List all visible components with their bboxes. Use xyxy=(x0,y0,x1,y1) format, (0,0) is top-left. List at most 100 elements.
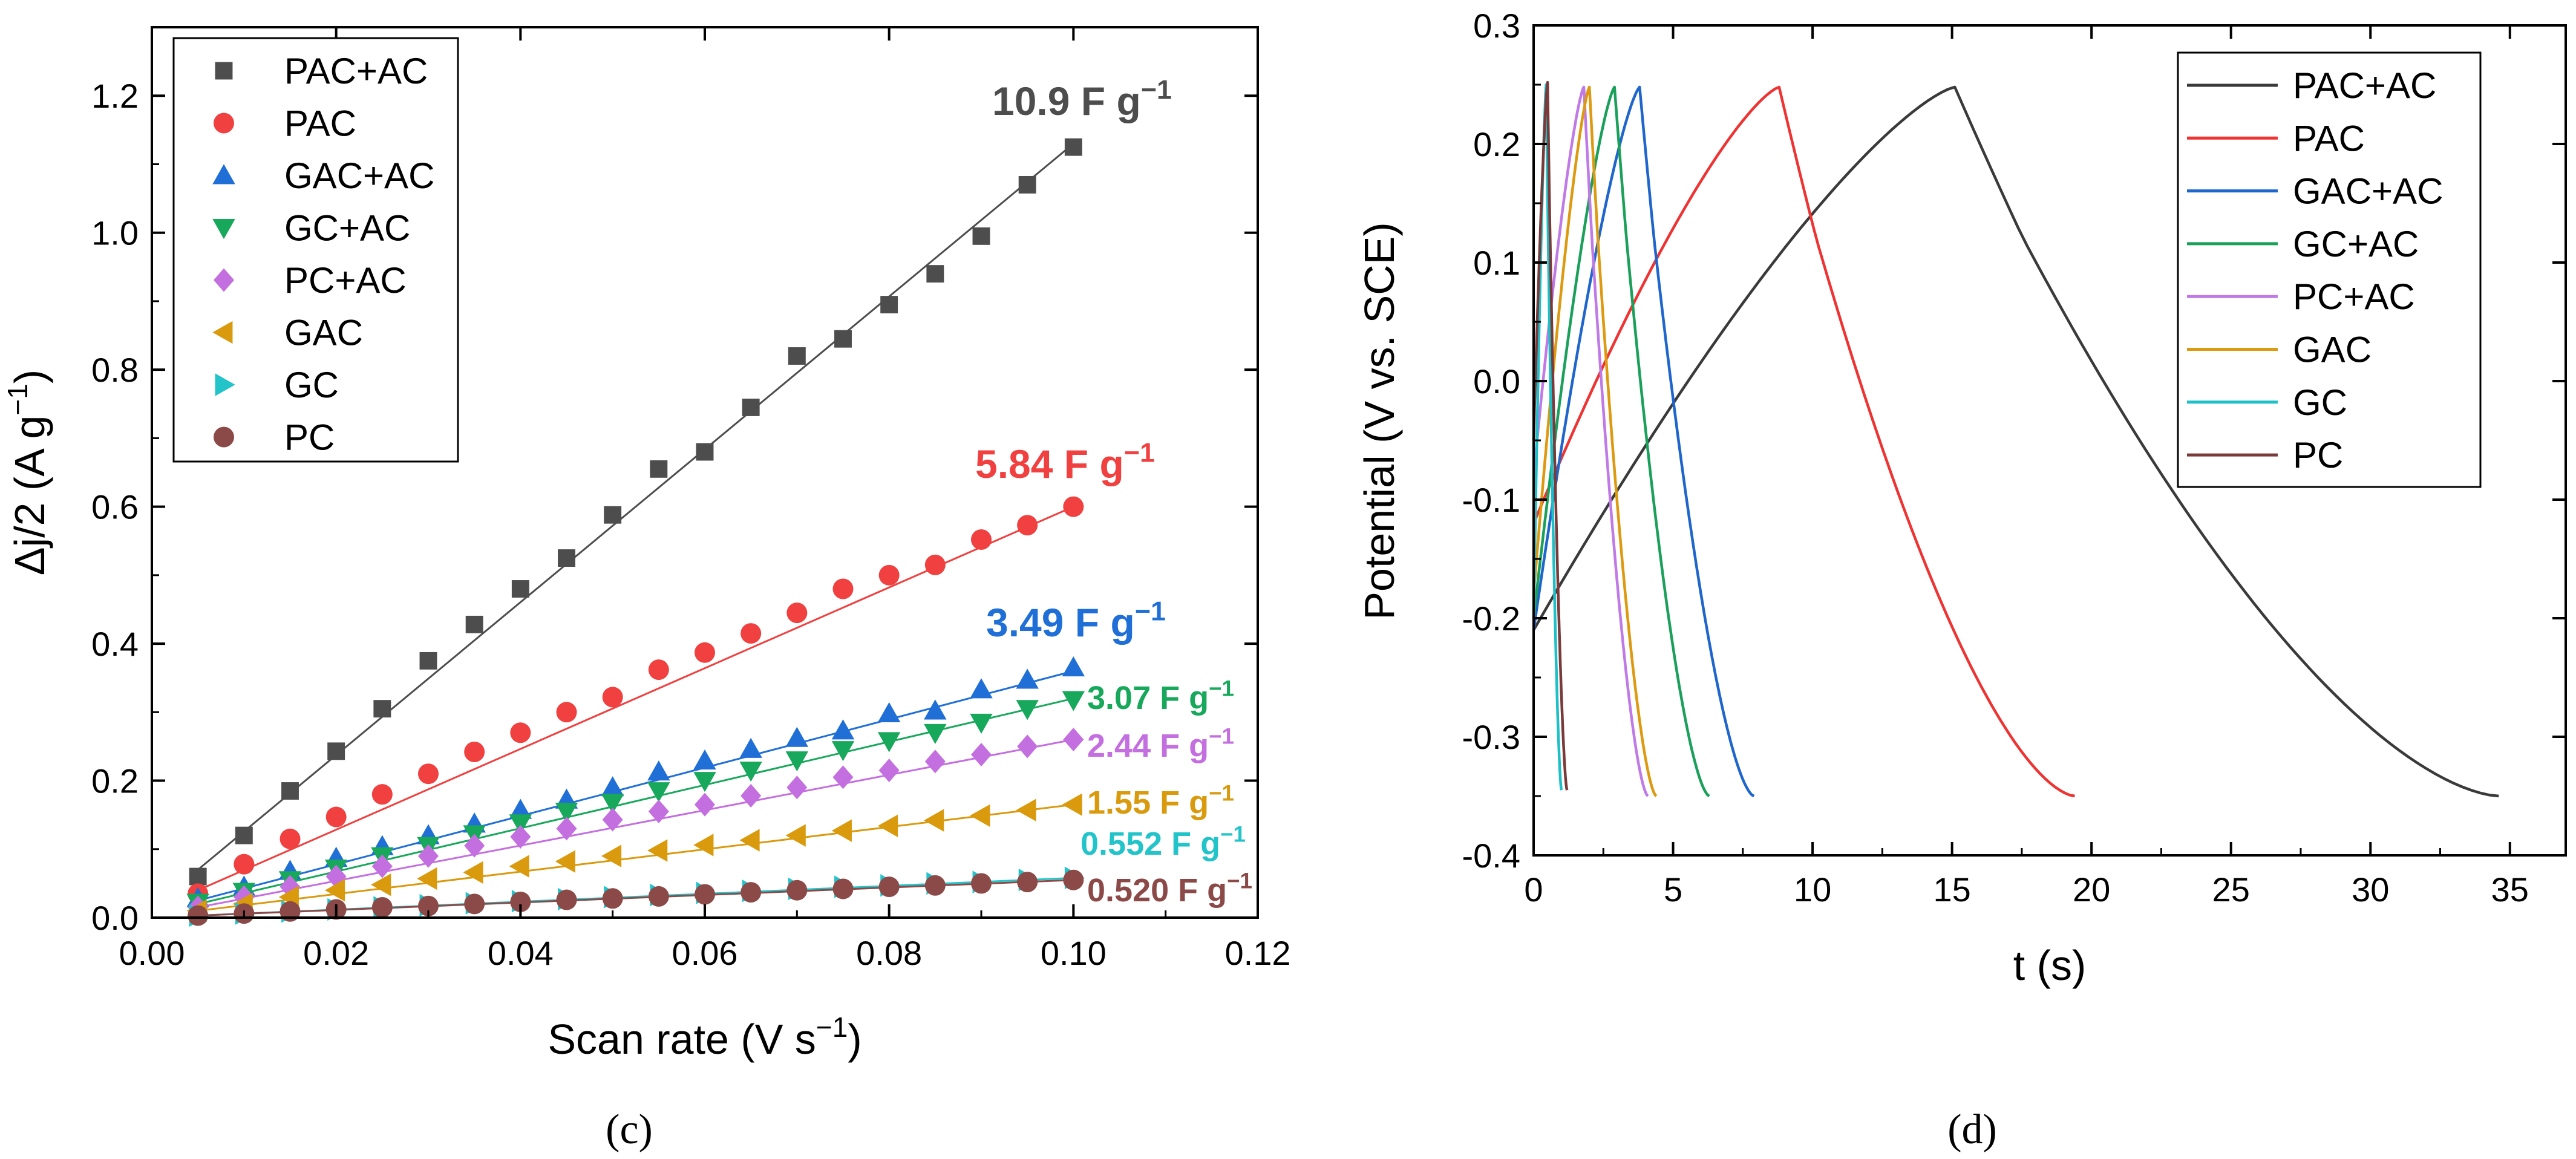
capacitance-label-pac: 5.84 F g−1 xyxy=(975,437,1155,486)
data-point-pac-ac xyxy=(742,398,760,416)
legend-label-pc-ac: PC+AC xyxy=(284,260,407,301)
data-point-gc-ac xyxy=(924,723,947,744)
legend-marker-pac-ac xyxy=(215,62,233,80)
panel-d-x-tick-label: 15 xyxy=(1933,870,1970,909)
legend-marker-pc-ac xyxy=(214,268,234,292)
capacitance-label-pc: 0.520 F g−1 xyxy=(1087,868,1252,909)
data-point-pac-ac xyxy=(327,742,345,760)
data-point-gc-ac xyxy=(1062,691,1085,711)
panel-c-caption: (c) xyxy=(606,1106,653,1153)
panel-c-y-tick-label: 1.2 xyxy=(91,77,139,115)
data-point-pac xyxy=(510,722,531,743)
data-point-gac-ac xyxy=(693,749,716,770)
panel-d-legend-box xyxy=(2177,51,2482,488)
panel-c-capacitance-labels: 10.9 F g−15.84 F g−13.49 F g−13.07 F g−1… xyxy=(975,74,1252,909)
data-point-gac-ac xyxy=(924,699,947,720)
capacitance-unit-exponent-gac: −1 xyxy=(1209,780,1234,805)
panel-c-x-tick-label: 0.04 xyxy=(488,934,554,972)
panel-d-y-tick-label: 0.0 xyxy=(1473,362,1520,400)
capacitance-unit-exponent-gac-ac: −1 xyxy=(1135,596,1166,627)
panel-d-x-tick-label: 5 xyxy=(1664,870,1682,909)
legend-label-gac: GAC xyxy=(284,313,363,353)
capacitance-value-gac: 1.55 F g xyxy=(1087,785,1209,821)
data-point-pc xyxy=(510,891,531,912)
data-point-pac xyxy=(234,854,255,875)
data-point-pac xyxy=(280,828,301,849)
data-point-gc-ac xyxy=(831,741,855,762)
panel-d-y-tick-label: 0.1 xyxy=(1473,244,1520,282)
data-point-pac xyxy=(786,602,808,624)
data-point-pc xyxy=(648,886,669,907)
data-point-pac-ac xyxy=(465,615,483,633)
data-point-gac-ac xyxy=(877,702,901,723)
capacitance-value-gc-ac: 3.07 F g xyxy=(1087,680,1209,716)
data-point-pc xyxy=(418,895,439,916)
data-point-gac xyxy=(509,855,529,878)
data-point-pac xyxy=(464,741,485,762)
data-point-pac-ac xyxy=(788,347,806,365)
panel-d-x-tick-label: 25 xyxy=(2212,870,2250,909)
panel-c-ticks: 0.00 0.02 0.04 0.06 0.08 0.10 0.12 0.0 0.2 0.4 0.6… xyxy=(91,27,1291,972)
fit-line-gc-ac xyxy=(197,697,1074,905)
capacitance-value-gac-ac: 3.49 F g xyxy=(986,600,1135,645)
data-point-pc xyxy=(832,878,854,899)
data-point-pac-ac xyxy=(373,700,391,718)
legend-label-pc-ac: PC+AC xyxy=(2293,276,2415,317)
data-point-gac xyxy=(555,850,575,873)
data-point-pc-ac xyxy=(418,844,439,868)
data-point-pc xyxy=(971,873,992,894)
data-point-pac-ac xyxy=(696,443,714,461)
data-point-pc-ac xyxy=(1063,728,1084,752)
data-point-pac-ac xyxy=(926,265,944,283)
data-point-pac xyxy=(556,702,577,723)
data-point-pc xyxy=(878,877,900,898)
panel-c-legend: PAC+AC PAC GAC+AC GC+AC PC+AC GAC GC PC xyxy=(212,51,434,458)
legend-label-gc-ac: GC+AC xyxy=(284,208,410,249)
data-point-gac xyxy=(463,861,483,884)
legend-label-pac: PAC xyxy=(284,103,356,144)
data-point-pc-ac xyxy=(695,792,715,817)
data-point-pac-ac xyxy=(281,782,299,800)
data-point-gac xyxy=(831,819,852,842)
data-point-gac xyxy=(970,804,990,827)
panel-d-x-axis-label: t (s) xyxy=(2013,942,2087,989)
legend-marker-pac xyxy=(214,113,234,134)
panel-d-x-tick-label: 20 xyxy=(2073,870,2110,909)
data-point-pac xyxy=(740,623,762,644)
capacitance-value-pac: 5.84 F g xyxy=(975,442,1124,486)
panel-c-x-tick-label: 0.00 xyxy=(119,934,185,972)
data-point-pac xyxy=(1017,515,1038,536)
data-point-pc-ac xyxy=(510,824,531,849)
panel-c-x-tick-label: 0.10 xyxy=(1041,934,1107,972)
series-pac xyxy=(188,496,1084,904)
panel-d-y-tick-label: -0.3 xyxy=(1462,718,1521,756)
data-point-gac xyxy=(924,809,944,832)
curve-pac xyxy=(1532,85,2075,798)
panel-d-plot-area xyxy=(1532,80,2499,798)
data-point-gac-ac xyxy=(1016,668,1039,689)
panel-d-legend: PAC+AC PAC GAC+AC GC+AC PC+AC GAC GC PC xyxy=(2187,65,2443,475)
capacitance-label-gc: 0.552 F g−1 xyxy=(1080,821,1246,862)
data-point-pc xyxy=(786,880,808,901)
data-point-pc-ac xyxy=(556,817,577,841)
data-point-pc-ac xyxy=(602,808,623,832)
legend-marker-gac-ac xyxy=(212,164,235,184)
data-point-pc xyxy=(1063,869,1084,890)
data-point-gac xyxy=(417,867,437,890)
data-point-pac xyxy=(418,763,439,785)
data-point-pac-ac xyxy=(235,826,253,844)
data-point-pac xyxy=(832,578,854,599)
data-point-pc-ac xyxy=(878,759,900,783)
data-point-pac xyxy=(695,642,715,663)
legend-label-gac-ac: GAC+AC xyxy=(2293,171,2443,212)
data-point-pac xyxy=(1063,496,1084,517)
panel-c-x-tick-label: 0.08 xyxy=(856,934,922,972)
data-point-gac-ac xyxy=(647,760,670,781)
data-point-pc-ac xyxy=(971,742,992,767)
data-point-pc xyxy=(924,875,946,896)
data-point-pc xyxy=(695,884,715,905)
data-point-pac xyxy=(878,564,900,586)
panel-d-y-tick-label: -0.4 xyxy=(1462,837,1521,875)
data-point-gac-ac xyxy=(739,737,762,758)
panel-c-x-axis-label: Scan rate (V s−1) xyxy=(548,1011,861,1063)
